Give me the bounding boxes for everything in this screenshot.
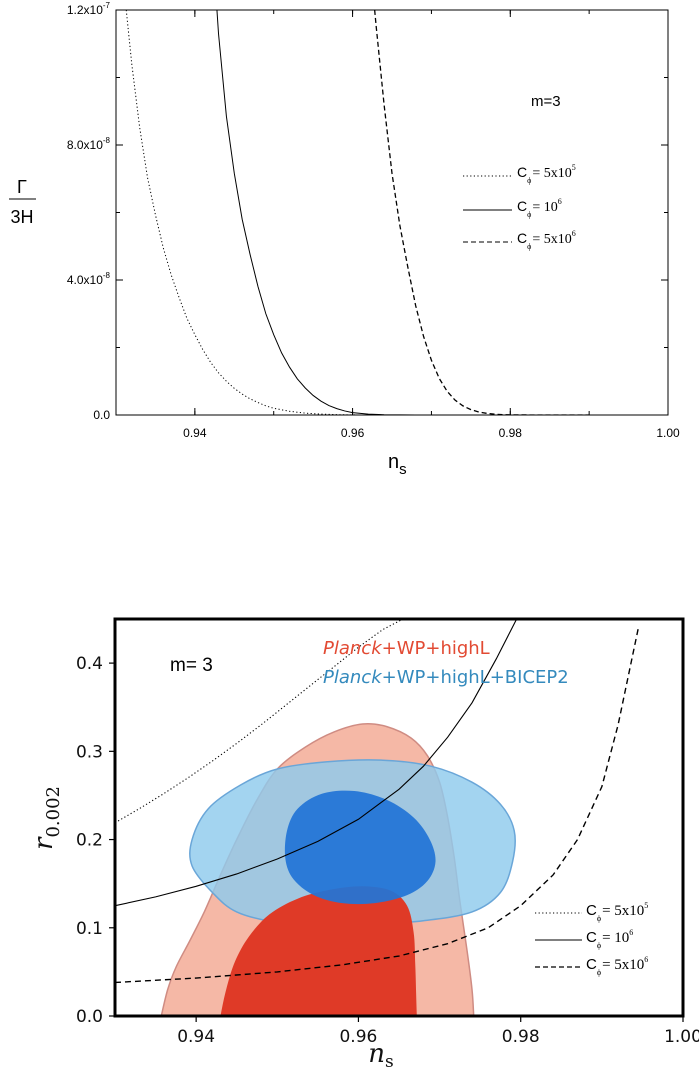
top-x-axis-label-sub: s [399, 461, 407, 478]
bottom-legend-label: Cϕ= 5x105 [586, 901, 648, 923]
top-series-line-solid [216, 10, 448, 415]
bottom-legend-sup: 6 [644, 955, 648, 964]
bottom-y-tick-label: 0.3 [76, 742, 103, 762]
bottom-legend-sub: ϕ [597, 968, 601, 977]
top-x-axis-label-main: n [388, 451, 399, 473]
top-legend-label: Cϕ= 106 [517, 197, 562, 219]
top-x-tick-label: 0.98 [499, 426, 523, 440]
bottom-x-tick-label: 0.98 [502, 1027, 540, 1047]
top-y-tick-exponent: -8 [103, 271, 111, 280]
bottom-y-axis-label: r0.002 [29, 786, 64, 850]
top-legend-sup: 6 [572, 229, 576, 238]
bottom-y-axis-label-sub: 0.002 [43, 786, 64, 838]
bottom-x-tick-label: 0.96 [339, 1027, 377, 1047]
top-y-tick-mantissa: 0.0 [93, 408, 110, 422]
top-x-axis-label: ns [388, 451, 407, 478]
contour-red-inner [220, 886, 417, 1016]
bottom-legend-label: Cϕ= 106 [586, 928, 633, 950]
top-x-tick-label: 1.00 [656, 426, 680, 440]
bottom-y-tick-label: 0.4 [76, 654, 103, 674]
bottom-x-axis-label-sub: s [385, 1052, 394, 1072]
bottom-legend-c: C [586, 902, 597, 919]
bottom-legend-sup: 5 [644, 901, 648, 910]
bottom-ticks: 0.94 0.96 0.98 1.00 0.0 0.1 0.2 0.3 0.4 [76, 654, 699, 1047]
bottom-x-axis-label: ns [368, 1039, 393, 1072]
top-y-tick-label: 0.0 [93, 408, 110, 422]
bottom-legend-blue: Planck+WP+highL+BICEP2 [323, 667, 569, 688]
top-legend-eq: = 10 [532, 200, 557, 215]
bottom-legend-eq: = 10 [602, 930, 629, 946]
bottom-plot-frame [113, 617, 685, 1018]
bottom-series-line-dashed [115, 627, 640, 984]
top-x-tick-label: 0.94 [183, 426, 207, 440]
top-legend-eq: = 5x10 [532, 232, 571, 247]
top-y-tick-label: 4.0x10-8 [67, 271, 111, 287]
top-annotation: m=3 [531, 93, 561, 110]
bottom-legend-red-italic: Planck [323, 638, 383, 659]
bottom-y-axis-label-main: r [29, 836, 59, 850]
top-ticks: 0.94 0.96 0.98 1.000.04.0x10-88.0x10-81.2x1… [67, 1, 680, 440]
top-chart: 0.94 0.96 0.98 1.000.04.0x10-88.0x10-81.2x1… [9, 1, 680, 478]
top-legend-eq: = 5x10 [532, 166, 571, 181]
bottom-legend-c: C [586, 929, 597, 946]
bottom-series-line-solid [115, 619, 518, 907]
top-legend-c: C [517, 164, 527, 180]
top-legend-sub: ϕ [527, 210, 531, 219]
top-y-tick-exponent: -8 [103, 136, 111, 145]
top-legend-label: Cϕ= 5x106 [517, 229, 576, 251]
top-legend-sub: ϕ [527, 242, 531, 251]
top-legend-c: C [517, 198, 527, 214]
top-legend-sub: ϕ [527, 176, 531, 185]
top-y-tick-label: 8.0x10-8 [67, 136, 111, 152]
top-y-axis-label: Γ 3H [9, 177, 36, 227]
bottom-x-axis-label-main: n [368, 1039, 385, 1069]
top-legend-sup: 6 [558, 197, 562, 206]
top-plot-frame [115, 9, 669, 416]
bottom-chart: 0.94 0.96 0.98 1.00 0.0 0.1 0.2 0.3 0.4 m= 3 Pla… [29, 617, 699, 1072]
bottom-x-tick-label: 1.00 [664, 1027, 699, 1047]
bottom-legend-c: C [586, 956, 597, 973]
bottom-y-tick-label: 0.2 [76, 831, 103, 851]
top-legend-sup: 5 [572, 163, 576, 172]
bottom-legend-blue-italic: Planck [323, 667, 383, 688]
bottom-legend-sup: 6 [629, 928, 633, 937]
contour-blue-inner [284, 790, 436, 905]
bottom-y-tick-label: 0.0 [76, 1007, 103, 1027]
top-legend-c: C [517, 230, 527, 246]
top-y-axis-label-numerator: Γ [17, 177, 27, 197]
bottom-plot-area [115, 619, 640, 1016]
top-y-tick-label: 1.2x10-7 [67, 1, 111, 17]
top-y-tick-mantissa: 1.2x10 [67, 3, 103, 17]
top-y-tick-exponent: -7 [103, 1, 111, 10]
bottom-legend-eq: = 5x10 [602, 957, 644, 973]
bottom-legend-red-rest: +WP+highL [382, 638, 490, 659]
top-legend-label: Cϕ= 5x105 [517, 163, 576, 185]
bottom-legend-red: Planck+WP+highL [323, 638, 490, 659]
top-x-tick-label: 0.96 [341, 426, 365, 440]
top-y-tick-mantissa: 4.0x10 [67, 273, 103, 287]
bottom-legend-sub: ϕ [597, 941, 601, 950]
bottom-legend-eq: = 5x10 [602, 903, 644, 919]
bottom-x-tick-label: 0.94 [177, 1027, 215, 1047]
bottom-y-tick-label: 0.1 [76, 919, 103, 939]
top-series-line-dotted [125, 10, 361, 415]
bottom-legend-label: Cϕ= 5x106 [586, 955, 648, 977]
top-y-tick-mantissa: 8.0x10 [67, 138, 103, 152]
bottom-annotation: m= 3 [170, 655, 213, 676]
top-y-axis-label-denominator: 3H [10, 207, 33, 227]
bottom-legend-sub: ϕ [597, 914, 601, 923]
bottom-legend-blue-rest: +WP+highL+BICEP2 [382, 667, 569, 688]
